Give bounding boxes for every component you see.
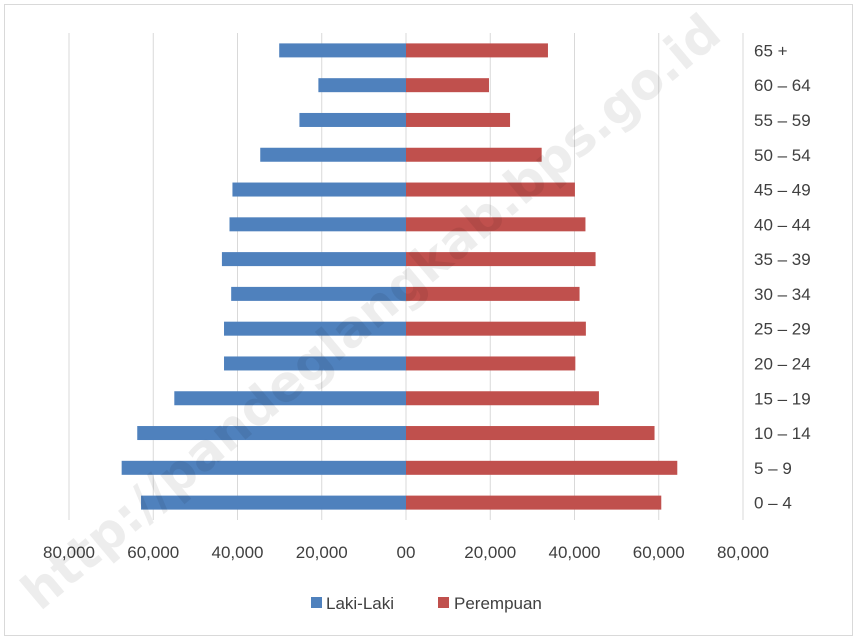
bar-laki-laki: [229, 217, 406, 232]
bar-laki-laki: [231, 286, 406, 301]
bar-perempuan: [406, 182, 575, 197]
category-label: 5 – 9: [754, 459, 792, 478]
bar-perempuan: [406, 217, 586, 232]
legend-label-laki-laki: Laki-Laki: [326, 594, 394, 613]
x-tick-label: 00: [397, 543, 416, 562]
watermark-text: http://pandeglangkab.bps.go.id: [10, 3, 731, 621]
category-label: 30 – 34: [754, 285, 811, 304]
bar-perempuan: [406, 252, 596, 267]
category-label: 15 – 19: [754, 389, 811, 408]
bar-perempuan: [406, 460, 678, 475]
category-labels: 0 – 4 5 – 9 10 – 14 15 – 19 20 – 24 25 – 29 30…: [754, 41, 811, 512]
category-label: 0 – 4: [754, 494, 792, 513]
x-tick-label: 40,000: [549, 543, 601, 562]
bar-perempuan: [406, 147, 542, 162]
x-tick-label: 80,000: [717, 543, 769, 562]
bar-laki-laki: [232, 182, 406, 197]
bar-perempuan: [406, 43, 548, 58]
bar-laki-laki: [299, 112, 406, 127]
x-tick-label: 60,000: [633, 543, 685, 562]
bar-laki-laki: [224, 356, 406, 371]
x-axis-tick-labels: 80,000 60,000 40,000 20,000 00 20,000 40,000 60…: [43, 543, 769, 562]
category-label: 35 – 39: [754, 250, 811, 269]
category-label: 50 – 54: [754, 146, 811, 165]
bar-perempuan: [406, 78, 489, 93]
category-label: 20 – 24: [754, 354, 811, 373]
bar-perempuan: [406, 356, 576, 371]
legend-swatch-perempuan: [438, 597, 449, 608]
bar-perempuan: [406, 495, 662, 510]
category-label: 65 +: [754, 41, 788, 60]
legend-swatch-laki-laki: [311, 597, 322, 608]
bar-laki-laki: [174, 391, 406, 406]
bar-laki-laki: [221, 252, 406, 267]
category-label: 45 – 49: [754, 181, 811, 200]
category-label: 60 – 64: [754, 76, 811, 95]
legend: Laki-Laki Perempuan: [311, 594, 542, 613]
x-tick-label: 20,000: [464, 543, 516, 562]
category-label: 40 – 44: [754, 215, 811, 234]
bar-laki-laki: [260, 147, 406, 162]
bar-laki-laki: [137, 426, 406, 441]
x-tick-label: 60,000: [127, 543, 179, 562]
bar-laki-laki: [318, 78, 406, 93]
bars: [121, 43, 678, 510]
bar-perempuan: [406, 112, 511, 127]
category-label: 25 – 29: [754, 320, 811, 339]
chart-frame: [4, 4, 853, 636]
x-tick-label: 80,000: [43, 543, 95, 562]
bar-laki-laki: [279, 43, 406, 58]
x-tick-label: 20,000: [296, 543, 348, 562]
category-label: 10 – 14: [754, 424, 811, 443]
bar-laki-laki: [224, 321, 406, 336]
legend-label-perempuan: Perempuan: [454, 594, 542, 613]
bar-laki-laki: [121, 460, 406, 475]
bar-perempuan: [406, 426, 655, 441]
bar-perempuan: [406, 286, 580, 301]
x-tick-label: 40,000: [212, 543, 264, 562]
bar-laki-laki: [141, 495, 406, 510]
bar-perempuan: [406, 321, 586, 336]
bar-perempuan: [406, 391, 599, 406]
category-label: 55 – 59: [754, 111, 811, 130]
